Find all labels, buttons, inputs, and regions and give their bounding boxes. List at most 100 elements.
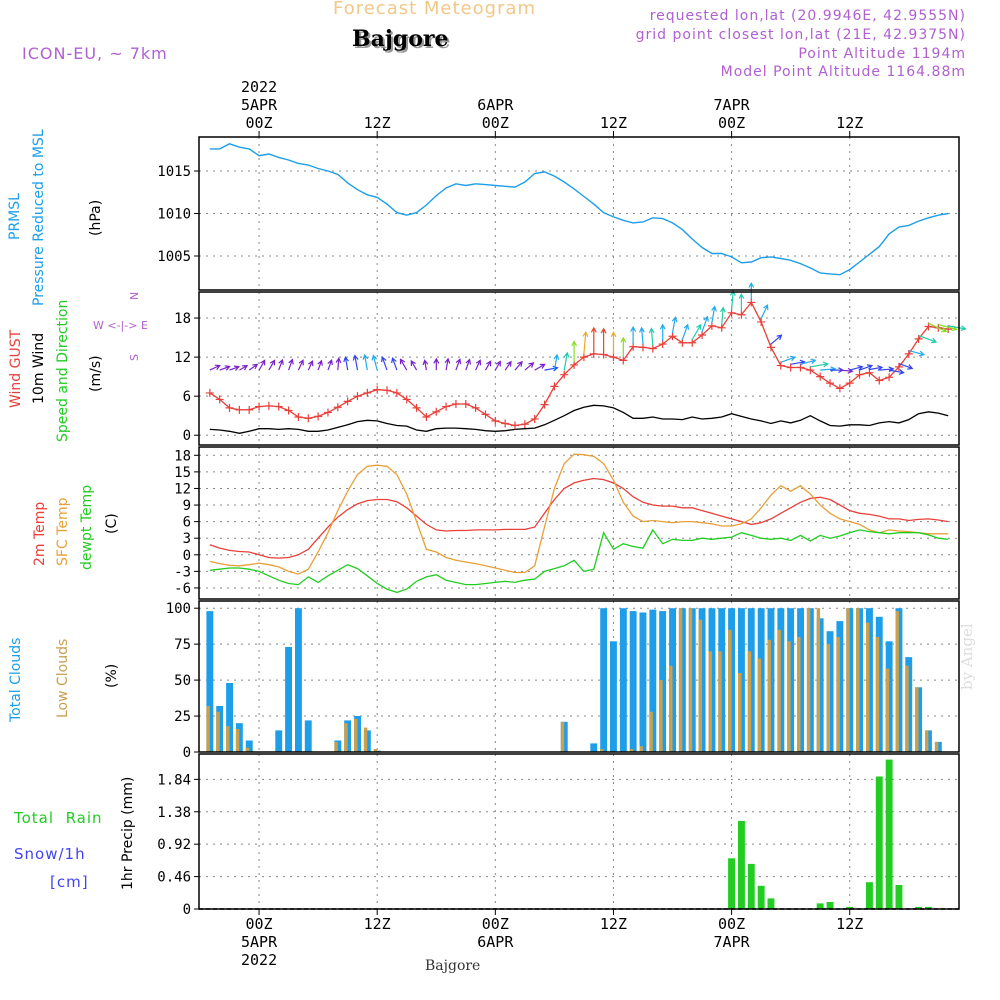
low-cloud-bar [206,706,210,752]
total-cloud-bar [934,741,942,752]
gust-marker [796,363,805,372]
clouds-unit: (%) [104,663,120,688]
wind-arrow [620,336,627,358]
gust-marker [323,408,332,417]
gust-marker [520,420,529,429]
gust-marker [540,400,549,409]
total-cloud-bar [757,608,765,752]
gust-marker [392,388,401,397]
wind-arrow [371,354,378,371]
gust-marker [688,338,697,347]
y-tick-label: 1.84 [157,772,191,788]
wind-arrow [362,353,369,371]
wind-arrow [504,360,512,371]
total-cloud-bar [856,608,863,752]
gust-marker [373,385,382,394]
total-cloud-bar [560,721,568,752]
x-day-label-top: 6APR [477,96,514,114]
wind10-line [209,404,949,434]
y-tick-label: 9 [183,498,191,514]
y-tick-label: 15 [174,465,191,481]
total-cloud-bar [235,723,243,752]
low-cloud-bar [344,723,348,752]
low-cloud-bar [925,730,929,752]
low-cloud-bar [560,721,565,752]
total-cloud-bar [619,608,627,752]
total-cloud-bar [295,608,302,752]
gust-marker [766,343,775,352]
gust-marker [727,308,736,317]
gust-marker [205,388,214,397]
total-cloud-bar [767,608,775,752]
y-tick-label: 6 [183,515,191,531]
gust-marker [717,323,726,332]
wind-arrow [209,364,221,371]
wind-arrow [410,359,418,371]
gust-line [209,301,949,427]
compass-s: S [128,354,141,361]
x-day-label-bottom: 7APR [714,933,751,951]
x-tick-label-top: 00Z [482,114,509,132]
gust-marker [501,419,510,428]
wind-arrow [248,363,259,371]
low-cloud-bar [895,611,899,752]
wind-arrow [433,357,440,371]
low-cloud-bar [856,608,860,752]
rain-bar [925,906,932,909]
wind-arrow [820,366,837,373]
x-tick-label-top: 12Z [364,114,391,132]
x-tick-label-top: 00Z [246,114,273,132]
wind-arrow [455,358,462,371]
total-cloud-bar [334,740,342,752]
y-tick-label: 1010 [157,207,191,223]
y-tick-label: 18 [174,311,191,327]
gust-marker [668,332,677,341]
total-cloud-bar [797,608,804,752]
wind-arrow [484,360,492,371]
wind-arrow [317,359,323,371]
low-cloud-bar [600,749,604,752]
total-cloud-bar [747,608,755,752]
wind-arrow [729,289,736,310]
total-cloud-bar [629,611,637,752]
y-tick-label: 0 [183,428,191,444]
x-tick-label-bottom: 12Z [836,915,863,933]
wind-arrow [219,365,231,371]
low-cloud-bar [787,641,791,752]
gust-marker [225,403,234,412]
chart-title: Forecast Meteogram [333,0,537,19]
wind-arrow [859,364,874,371]
total-cloud-bar [669,608,676,752]
y-tick-label: 18 [174,448,191,464]
wind-arrow [590,326,597,351]
y-tick-label: 0 [183,548,191,564]
x-day-label-top: 7APR [714,96,751,114]
total-cloud-bar [275,730,283,752]
gust-marker [314,412,323,421]
gust-marker [707,321,716,330]
y-tick-label: -6 [174,581,191,597]
y-tick-label: 12 [174,350,191,366]
panel-frame [198,291,960,446]
total-cloud-bar [344,720,352,752]
gust-marker [589,349,598,358]
y-tick-label: 100 [166,601,191,617]
y-tick-label: 50 [174,673,191,689]
low-cloud-bar [649,711,653,752]
wind-arrow [571,340,578,362]
rain-bar [757,885,765,910]
y-tick-label: 25 [174,709,191,725]
gust-marker [757,317,766,326]
gust-marker [245,405,254,414]
wind-arrow [600,327,607,352]
gust-marker [274,402,283,411]
low-cloud-bar [777,629,781,752]
wind-arrow [465,358,471,371]
wind-arrow [839,367,854,374]
x-tick-label-bottom: 00Z [482,915,509,933]
gust-marker [865,368,874,377]
low-cloud-bar [639,746,643,752]
total-cloud-bar [866,608,873,752]
clouds-low-label: Low Clouds [55,638,71,718]
rain-bar [826,902,834,909]
